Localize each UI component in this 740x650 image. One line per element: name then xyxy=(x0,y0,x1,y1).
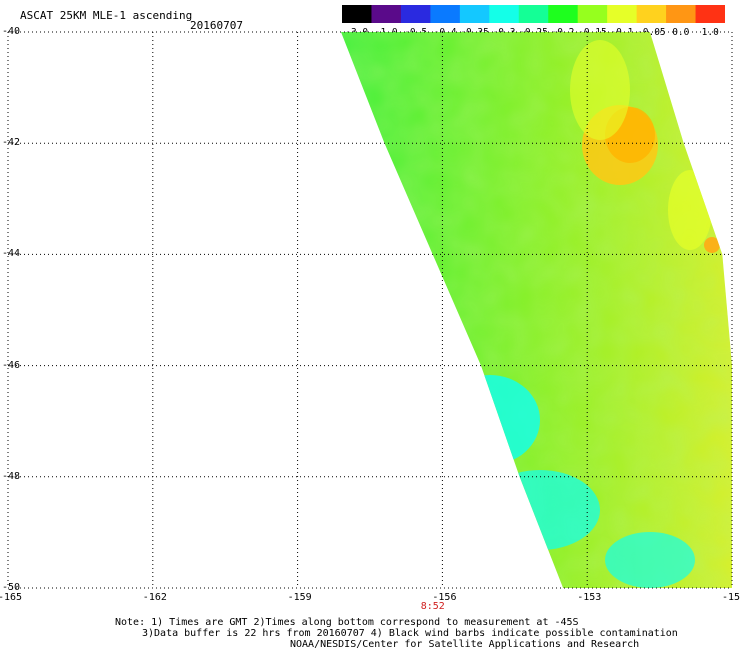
map-title: ASCAT 25KM MLE-1 ascending xyxy=(20,9,193,22)
y-tick-label: -42 xyxy=(2,137,21,149)
colorbar-swatch xyxy=(430,5,461,23)
swath xyxy=(313,32,732,588)
colorbar-swatch xyxy=(518,5,549,23)
field-patch xyxy=(408,425,432,455)
field-patch xyxy=(605,532,695,588)
colorbar-swatch xyxy=(607,5,638,23)
map-date: 20160707 xyxy=(190,19,243,32)
y-tick-label: -46 xyxy=(2,359,21,371)
field-patch xyxy=(422,432,434,448)
field-patch xyxy=(370,308,430,352)
colorbar-swatch xyxy=(371,5,402,23)
field-patch xyxy=(470,536,486,560)
colorbar-swatch xyxy=(342,5,373,23)
colorbar-label: 1.0 xyxy=(701,27,719,38)
y-tick-label: -50 xyxy=(2,582,21,593)
colorbar-label: -0.05 xyxy=(637,27,666,38)
y-tick-label: -40 xyxy=(2,26,21,37)
time-mark: 8:52 xyxy=(420,601,445,612)
field-patch xyxy=(466,523,494,567)
colorbar-swatch xyxy=(695,5,725,23)
field-patch xyxy=(313,165,323,175)
field-patch xyxy=(442,480,458,500)
note-line-3: NOAA/NESDIS/Center for Satellite Applica… xyxy=(290,639,640,650)
field-patch xyxy=(704,237,720,253)
colorbar-swatch xyxy=(548,5,579,23)
colorbar-swatch xyxy=(577,5,608,23)
x-tick-label: -159 xyxy=(287,592,312,603)
colorbar-swatch xyxy=(489,5,520,23)
x-tick-label: -156 xyxy=(432,592,457,603)
colorbar xyxy=(342,5,725,23)
y-tick-label: -44 xyxy=(2,248,21,260)
x-tick-label: -150 xyxy=(722,592,740,603)
note-line-1: Note: 1) Times are GMT 2)Times along bot… xyxy=(115,617,579,628)
field-patch xyxy=(412,500,468,560)
x-tick-label: -162 xyxy=(142,592,167,603)
colorbar-swatch xyxy=(459,5,490,23)
field-patch xyxy=(341,170,365,230)
x-tick-label: -165 xyxy=(0,592,23,603)
field-patch xyxy=(341,200,342,230)
field-patch xyxy=(440,375,540,465)
colorbar-swatch xyxy=(400,5,431,23)
field-patch xyxy=(668,170,712,250)
field-patch xyxy=(480,470,600,550)
field-patch xyxy=(375,320,385,330)
field-patch xyxy=(570,40,630,140)
y-tick-label: -48 xyxy=(2,470,21,482)
field-patch xyxy=(329,224,341,236)
x-tick-label: -153 xyxy=(577,592,602,603)
colorbar-swatch xyxy=(636,5,667,23)
note-line-2: 3)Data buffer is 22 hrs from 20160707 4)… xyxy=(142,628,678,639)
colorbar-swatch xyxy=(666,5,697,23)
